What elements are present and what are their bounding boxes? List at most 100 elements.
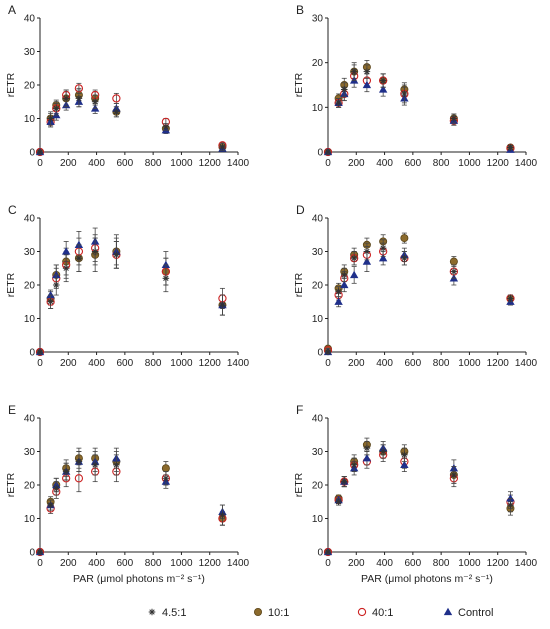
data-point xyxy=(161,464,170,473)
legend-label: Control xyxy=(458,607,493,619)
series-40-1 xyxy=(35,461,227,557)
legend-marker xyxy=(443,607,453,616)
legend-label: 40:1 xyxy=(372,607,393,619)
data-point xyxy=(47,115,54,122)
legend-marker xyxy=(148,608,156,616)
x-tick-label: 0 xyxy=(325,358,331,369)
y-tick-label: 0 xyxy=(317,148,323,159)
legend-item: 40:1 xyxy=(357,607,393,619)
data-point xyxy=(400,460,409,469)
data-point xyxy=(379,244,387,252)
data-point xyxy=(349,270,359,279)
data-point xyxy=(162,275,170,282)
x-tick-label: 600 xyxy=(405,358,422,369)
x-tick-label: 1400 xyxy=(227,158,250,169)
x-axis-label: PAR (μmol photons m⁻² s⁻¹) xyxy=(361,573,493,585)
series-10-1 xyxy=(36,447,227,557)
data-point xyxy=(350,461,358,469)
data-point xyxy=(113,108,120,116)
data-point xyxy=(52,105,60,112)
y-tick-label: 10 xyxy=(312,314,324,325)
data-point-stroke xyxy=(380,448,386,455)
data-point xyxy=(335,288,342,295)
y-tick-label: 40 xyxy=(312,214,324,225)
data-point-stroke xyxy=(401,452,408,458)
x-tick-label: 400 xyxy=(376,158,393,169)
data-point xyxy=(363,248,371,255)
x-tick-label: 600 xyxy=(405,158,422,169)
y-tick-label: 20 xyxy=(24,281,36,292)
data-point xyxy=(52,281,60,289)
data-point xyxy=(52,270,61,279)
x-tick-label: 1400 xyxy=(515,358,538,369)
data-point xyxy=(219,511,226,519)
data-point-stroke xyxy=(92,99,98,105)
panel-label: D xyxy=(296,203,305,217)
y-axis-label: rETR xyxy=(5,272,17,297)
data-point-stroke xyxy=(364,248,370,255)
data-point xyxy=(401,90,408,98)
y-tick-label: 0 xyxy=(317,548,323,559)
y-axis-label: rETR xyxy=(293,472,305,497)
data-point-stroke xyxy=(63,265,69,271)
data-point xyxy=(507,295,514,302)
data-point-stroke xyxy=(401,91,408,97)
x-tick-label: 1200 xyxy=(199,558,222,569)
y-axis-label: rETR xyxy=(293,72,305,97)
data-point xyxy=(47,501,54,509)
data-point xyxy=(91,98,99,106)
y-tick-label: 0 xyxy=(29,348,35,359)
x-tick-label: 400 xyxy=(376,358,393,369)
y-tick-label: 30 xyxy=(24,447,36,458)
x-tick-label: 800 xyxy=(433,558,450,569)
y-tick-label: 20 xyxy=(312,58,324,69)
data-point-stroke xyxy=(219,144,226,150)
data-point-stroke xyxy=(451,115,457,122)
data-point-stroke xyxy=(380,77,386,84)
data-point-stroke xyxy=(76,255,82,261)
x-tick-label: 1000 xyxy=(170,358,193,369)
x-tick-label: 600 xyxy=(117,558,134,569)
legend-label: 10:1 xyxy=(268,607,289,619)
y-tick-label: 20 xyxy=(312,281,324,292)
series-control xyxy=(35,227,227,356)
series-control xyxy=(35,96,227,156)
x-tick-label: 800 xyxy=(145,158,162,169)
data-point xyxy=(350,68,358,75)
series-10-1 xyxy=(323,232,515,353)
data-point-stroke xyxy=(163,475,169,481)
y-tick-label: 40 xyxy=(24,14,36,25)
y-tick-label: 10 xyxy=(24,114,36,125)
data-point-stroke xyxy=(341,478,347,485)
x-tick-label: 200 xyxy=(348,358,365,369)
data-point-stroke xyxy=(63,468,69,475)
data-point xyxy=(362,80,372,89)
data-point xyxy=(506,494,515,502)
y-axis-label: rETR xyxy=(293,272,305,297)
x-tick-label: 1000 xyxy=(458,358,481,369)
x-tick-label: 800 xyxy=(145,358,162,369)
y-tick-label: 30 xyxy=(24,247,36,258)
data-point xyxy=(161,260,171,269)
x-tick-label: 1400 xyxy=(515,558,538,569)
series-10-1 xyxy=(323,437,515,557)
data-point xyxy=(507,144,514,151)
legend: 4.5:1 10:1 40:1 Control xyxy=(148,607,493,619)
data-point xyxy=(113,461,120,469)
data-point-stroke xyxy=(113,109,120,115)
y-tick-label: 30 xyxy=(24,47,36,58)
panel-label: A xyxy=(8,3,16,17)
data-point-stroke xyxy=(37,549,43,555)
data-point-stroke xyxy=(163,124,169,130)
x-tick-label: 1200 xyxy=(199,158,222,169)
data-point-stroke xyxy=(341,272,347,278)
data-point xyxy=(334,297,343,305)
data-point xyxy=(362,257,372,265)
series-4-5-1 xyxy=(36,237,226,356)
x-tick-label: 1400 xyxy=(227,358,250,369)
